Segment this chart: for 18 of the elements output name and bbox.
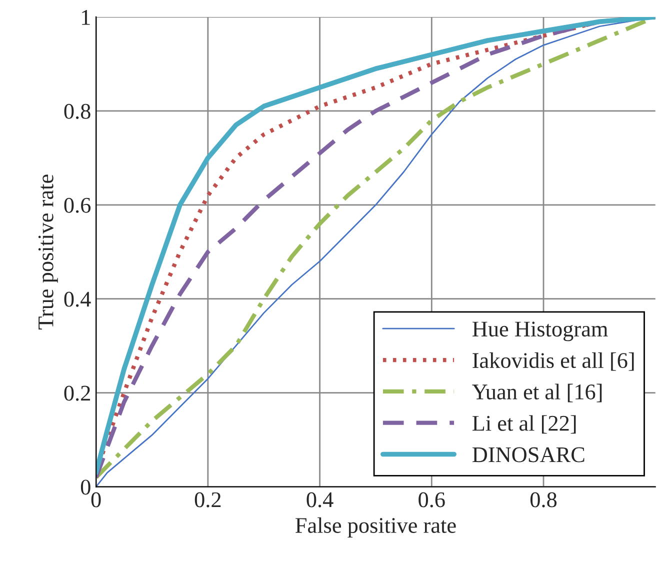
y-tick-label: 1: [82, 10, 90, 25]
y-tick-label: 0.4: [64, 292, 91, 307]
legend-label: Yuan et al [16]: [472, 384, 602, 402]
x-tick-label: 0: [91, 492, 101, 508]
y-tick-label: 0: [80, 480, 90, 495]
y-tick-label: 0.2: [64, 386, 90, 401]
x-tick-label: 0.8: [530, 492, 557, 508]
legend-label: Li et al [22]: [472, 415, 576, 434]
x-tick-label: 0.4: [306, 492, 334, 508]
y-tick-label: 0.8: [64, 104, 90, 119]
x-axis-title: False positive rate: [296, 517, 456, 538]
y-tick-label: 0.6: [64, 198, 91, 213]
legend-label: Hue Histogram: [472, 322, 608, 342]
x-tick-label: 0.2: [194, 492, 221, 508]
legend-label: Iakovidis et all [6]: [472, 352, 634, 371]
legend-label: DINOSARC: [472, 447, 584, 462]
y-axis-title: True positive rate: [38, 174, 58, 330]
x-tick-label: 0.6: [418, 492, 445, 508]
